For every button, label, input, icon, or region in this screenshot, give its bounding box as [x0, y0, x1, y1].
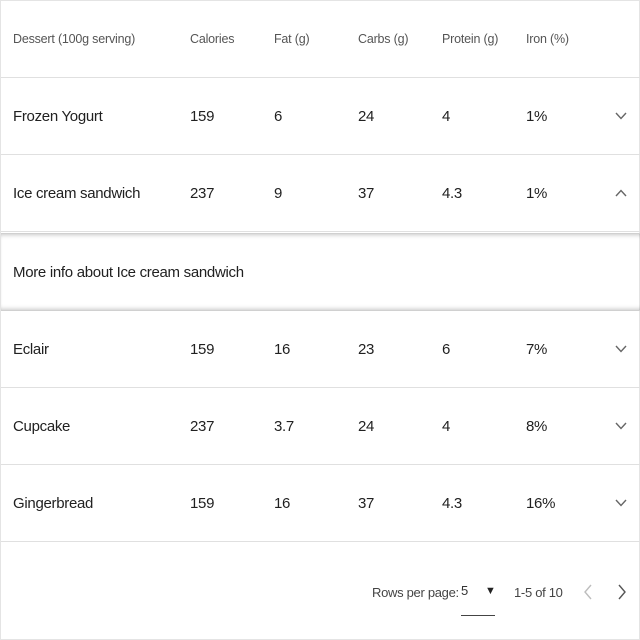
cell-protein: 4 — [442, 107, 451, 125]
table-header-row: Dessert (100g serving) Calories Fat (g) … — [1, 1, 640, 78]
column-header-protein[interactable]: Protein (g) — [442, 32, 499, 46]
rows-per-page-value: 5 — [461, 583, 469, 598]
table-row[interactable]: Cupcake 237 3.7 24 4 8% — [1, 388, 640, 465]
table-row[interactable]: Gingerbread 159 16 37 4.3 16% — [1, 465, 640, 542]
cell-iron: 16% — [526, 494, 556, 512]
chevron-down-icon — [615, 422, 627, 430]
column-header-carbs[interactable]: Carbs (g) — [358, 32, 409, 46]
cell-fat: 9 — [274, 184, 283, 202]
cell-carbs: 24 — [358, 107, 375, 125]
column-header-iron[interactable]: Iron (%) — [526, 32, 569, 46]
cell-carbs: 23 — [358, 340, 375, 358]
expand-row-button[interactable] — [615, 388, 627, 464]
cell-carbs: 37 — [358, 184, 375, 202]
rows-per-page-label: Rows per page: — [372, 585, 459, 600]
cell-protein: 4 — [442, 417, 451, 435]
cell-iron: 1% — [526, 184, 548, 202]
cell-fat: 3.7 — [274, 417, 294, 435]
cell-dessert: Cupcake — [13, 417, 71, 435]
cell-fat: 16 — [274, 340, 291, 358]
cell-dessert: Gingerbread — [13, 494, 94, 512]
expand-row-button[interactable] — [615, 78, 627, 154]
pagination-range: 1-5 of 10 — [514, 585, 563, 600]
chevron-up-icon — [615, 189, 627, 197]
rows-per-page-select[interactable]: 5 ▼ — [461, 579, 496, 616]
cell-protein: 6 — [442, 340, 451, 358]
cell-dessert: Ice cream sandwich — [13, 184, 141, 202]
row-detail-panel: More info about Ice cream sandwich — [1, 233, 640, 311]
cell-protein: 4.3 — [442, 184, 462, 202]
previous-page-button[interactable] — [579, 581, 597, 603]
cell-calories: 159 — [190, 340, 215, 358]
expand-row-button[interactable] — [615, 311, 627, 387]
table-row[interactable]: Frozen Yogurt 159 6 24 4 1% — [1, 78, 640, 155]
table-row[interactable]: Ice cream sandwich 237 9 37 4.3 1% — [1, 155, 640, 232]
detail-text: More info about Ice cream sandwich — [13, 263, 244, 281]
cell-calories: 159 — [190, 494, 215, 512]
cell-calories: 237 — [190, 417, 215, 435]
cell-carbs: 37 — [358, 494, 375, 512]
chevron-right-icon — [618, 584, 626, 600]
chevron-down-icon — [615, 499, 627, 507]
cell-calories: 237 — [190, 184, 215, 202]
cell-protein: 4.3 — [442, 494, 462, 512]
collapse-row-button[interactable] — [615, 155, 627, 231]
caret-down-icon: ▼ — [485, 585, 496, 597]
cell-iron: 8% — [526, 417, 548, 435]
chevron-down-icon — [615, 345, 627, 353]
chevron-left-icon — [584, 584, 592, 600]
expand-row-button[interactable] — [615, 465, 627, 541]
cell-iron: 1% — [526, 107, 548, 125]
cell-fat: 16 — [274, 494, 291, 512]
column-header-calories[interactable]: Calories — [190, 32, 235, 46]
next-page-button[interactable] — [613, 581, 631, 603]
cell-fat: 6 — [274, 107, 283, 125]
cell-iron: 7% — [526, 340, 548, 358]
cell-calories: 159 — [190, 107, 215, 125]
cell-carbs: 24 — [358, 417, 375, 435]
chevron-down-icon — [615, 112, 627, 120]
column-header-dessert[interactable]: Dessert (100g serving) — [13, 32, 136, 46]
table-row[interactable]: Eclair 159 16 23 6 7% — [1, 311, 640, 388]
cell-dessert: Eclair — [13, 340, 49, 358]
column-header-fat[interactable]: Fat (g) — [274, 32, 310, 46]
cell-dessert: Frozen Yogurt — [13, 107, 103, 125]
